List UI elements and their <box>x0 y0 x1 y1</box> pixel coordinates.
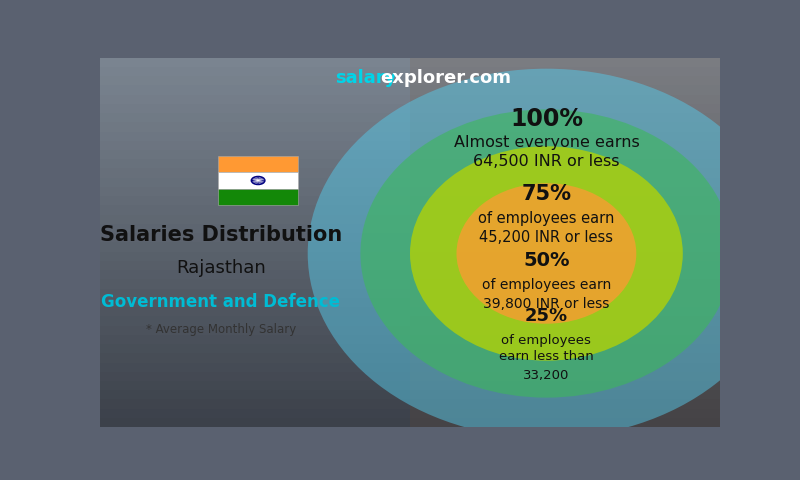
Text: Rajasthan: Rajasthan <box>176 259 266 277</box>
Ellipse shape <box>360 109 733 397</box>
Text: explorer.com: explorer.com <box>380 69 511 87</box>
Bar <box>100 104 720 113</box>
Text: salary: salary <box>336 69 397 87</box>
Bar <box>100 76 720 85</box>
Bar <box>100 67 720 76</box>
Bar <box>100 252 720 261</box>
Bar <box>100 353 720 362</box>
Bar <box>218 172 298 189</box>
Ellipse shape <box>457 183 636 324</box>
Text: 25%: 25% <box>525 307 568 325</box>
Bar <box>100 362 720 372</box>
Ellipse shape <box>308 69 785 438</box>
Bar <box>100 372 720 381</box>
Bar <box>100 344 720 353</box>
Bar <box>100 168 720 178</box>
Bar <box>218 156 298 172</box>
Bar <box>100 288 720 298</box>
Bar <box>100 298 720 307</box>
Text: Salaries Distribution: Salaries Distribution <box>100 225 342 245</box>
Text: of employees: of employees <box>502 334 591 347</box>
Ellipse shape <box>410 146 682 360</box>
Bar <box>100 178 720 187</box>
Text: earn less than: earn less than <box>499 350 594 363</box>
Bar <box>100 335 720 344</box>
Bar <box>100 150 720 159</box>
Bar <box>100 242 720 252</box>
Text: Government and Defence: Government and Defence <box>102 292 341 311</box>
Circle shape <box>251 177 265 184</box>
Bar <box>100 196 720 205</box>
Bar <box>100 113 720 122</box>
Bar <box>100 233 720 242</box>
Text: of employees earn: of employees earn <box>478 211 614 226</box>
Bar <box>100 132 720 141</box>
Bar <box>100 390 720 399</box>
Bar <box>100 418 720 427</box>
Bar <box>100 307 720 316</box>
Bar <box>100 279 720 288</box>
Bar <box>100 381 720 390</box>
Bar <box>100 215 720 224</box>
Bar <box>218 189 298 205</box>
Text: 50%: 50% <box>523 252 570 270</box>
Bar <box>100 270 720 279</box>
Bar <box>100 224 720 233</box>
Text: 64,500 INR or less: 64,500 INR or less <box>473 155 620 169</box>
Bar <box>100 325 720 335</box>
Bar <box>100 58 720 67</box>
Text: 100%: 100% <box>510 107 583 131</box>
Bar <box>100 159 720 168</box>
Bar <box>100 141 720 150</box>
Bar <box>410 58 720 427</box>
Bar <box>100 261 720 270</box>
Text: of employees earn: of employees earn <box>482 278 611 292</box>
Bar <box>100 409 720 418</box>
Text: 45,200 INR or less: 45,200 INR or less <box>479 230 614 245</box>
Bar <box>100 187 720 196</box>
Bar <box>100 85 720 95</box>
Text: 33,200: 33,200 <box>523 369 570 382</box>
Text: 39,800 INR or less: 39,800 INR or less <box>483 297 610 311</box>
Text: Almost everyone earns: Almost everyone earns <box>454 135 639 150</box>
Text: * Average Monthly Salary: * Average Monthly Salary <box>146 323 296 336</box>
Bar <box>100 399 720 408</box>
Bar <box>100 205 720 215</box>
Text: 75%: 75% <box>522 184 571 204</box>
Bar <box>100 122 720 132</box>
Bar <box>100 316 720 325</box>
Bar <box>100 95 720 104</box>
